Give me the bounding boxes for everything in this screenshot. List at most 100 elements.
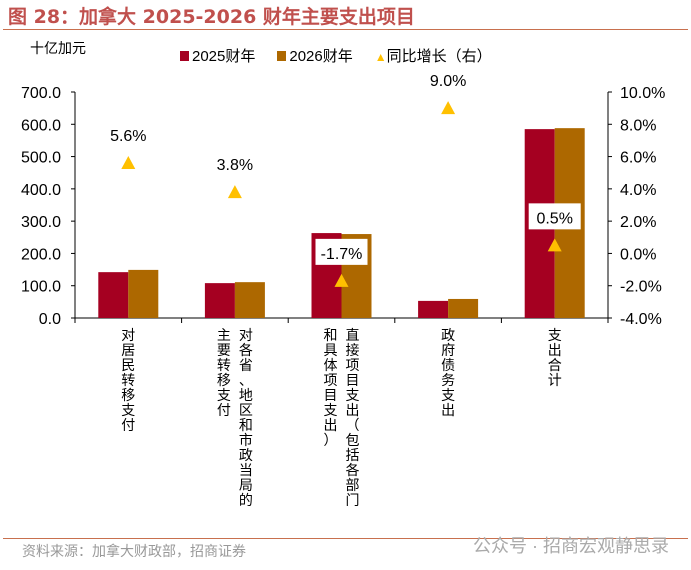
category-label-char: 出 xyxy=(548,342,562,358)
category-label-char: 和 xyxy=(239,417,253,433)
category-label-char: 的 xyxy=(239,492,253,508)
category-label-char: 括 xyxy=(346,447,360,463)
category-label-char: 支 xyxy=(217,387,231,403)
category-label-char: 民 xyxy=(121,357,135,373)
category-label-char: 务 xyxy=(441,372,455,388)
category-label-char: 对 xyxy=(121,327,135,343)
y-tick-label: 600.0 xyxy=(21,117,61,134)
category-label-char: 计 xyxy=(548,372,562,388)
category-label-char: 项 xyxy=(346,357,360,373)
category-label-char: 具 xyxy=(324,342,338,358)
data-label-bg xyxy=(528,203,581,230)
category-label-char: 、 xyxy=(239,372,253,388)
growth-data-label: 0.5% xyxy=(536,210,572,227)
bar-2026财年 xyxy=(128,269,159,318)
legend-item-2026: 2026财年 xyxy=(277,45,353,66)
y2-tick-label: 10.0% xyxy=(620,85,665,102)
legend-item-2025: 2025财年 xyxy=(180,45,255,66)
figure-title: 图 28：加拿大 2025-2026 财年主要支出项目 xyxy=(8,6,415,28)
category-label-char: 移 xyxy=(217,372,231,388)
y-tick-label: 700.0 xyxy=(21,85,61,102)
category-label-char: 市 xyxy=(239,432,253,448)
category-label-char: （ xyxy=(346,417,360,433)
bar-2025财年 xyxy=(204,283,235,318)
category-label-char: 付 xyxy=(121,417,135,433)
category-label-char: 居 xyxy=(121,342,135,358)
y2-tick-label: 0.0% xyxy=(620,246,656,263)
growth-marker xyxy=(334,273,349,287)
y-tick-label: 500.0 xyxy=(21,150,61,167)
growth-data-label: 9.0% xyxy=(430,73,466,90)
growth-marker xyxy=(547,238,562,252)
category-label-char: 各 xyxy=(239,342,253,358)
category-label-char: 支 xyxy=(548,327,562,343)
category-label-char: 府 xyxy=(441,342,455,358)
y-tick-label: 200.0 xyxy=(21,246,61,263)
category-label-char: 支 xyxy=(441,387,455,403)
category-label-char: 包 xyxy=(346,432,360,448)
y-axis-unit: 十亿加元 xyxy=(30,41,86,57)
bar-2025财年 xyxy=(418,300,449,318)
category-label-char: 转 xyxy=(121,372,135,388)
bar-2026财年 xyxy=(234,282,265,318)
y-tick-label: 400.0 xyxy=(21,182,61,199)
y2-tick-label: -2.0% xyxy=(620,279,662,296)
category-label-char: 合 xyxy=(548,357,562,373)
category-label-char: 地 xyxy=(239,387,253,403)
legend-item-growth: ▲同比增长（右） xyxy=(374,48,492,65)
category-label-char: 省 xyxy=(239,357,253,373)
category-label-char: 转 xyxy=(217,357,231,373)
category-label-char: 目 xyxy=(346,372,360,388)
category-label-char: 支 xyxy=(346,387,360,403)
category-label-char: 直 xyxy=(346,327,360,343)
category-label-char: 债 xyxy=(441,357,455,373)
legend: 2025财年 2026财年 ▲同比增长（右） xyxy=(180,45,492,66)
category-label-char: 项 xyxy=(324,372,338,388)
bar-2025财年 xyxy=(98,272,129,318)
category-label-char: 出 xyxy=(441,402,455,418)
category-label-char: 支 xyxy=(324,402,338,418)
growth-data-label: -1.7% xyxy=(321,246,363,263)
growth-marker xyxy=(121,156,136,170)
y2-tick-label: 4.0% xyxy=(620,182,656,199)
y2-tick-label: 6.0% xyxy=(620,150,656,167)
category-label-char: 和 xyxy=(324,327,338,343)
category-label-char: 接 xyxy=(346,342,360,358)
category-label-char: 出 xyxy=(346,402,360,418)
category-label-char: 各 xyxy=(346,462,360,478)
category-label-char: 体 xyxy=(324,357,338,373)
category-label-char: 区 xyxy=(239,402,253,418)
growth-data-label: 3.8% xyxy=(217,157,253,174)
y-tick-label: 300.0 xyxy=(21,214,61,231)
category-label-char: 主 xyxy=(217,327,231,343)
y2-tick-label: 8.0% xyxy=(620,117,656,134)
category-label-char: ） xyxy=(324,432,338,448)
growth-marker xyxy=(441,101,456,115)
category-label-char: 要 xyxy=(217,342,231,358)
category-label-char: 门 xyxy=(346,492,360,508)
growth-data-label: 5.6% xyxy=(110,128,146,145)
source-note: 资料来源：加拿大财政部，招商证券 xyxy=(22,544,246,560)
bar-2026财年 xyxy=(448,298,479,318)
category-label-char: 部 xyxy=(346,477,360,493)
footer-divider xyxy=(3,538,688,539)
y-tick-label: 0.0 xyxy=(39,311,61,328)
category-label-char: 政 xyxy=(441,327,455,343)
title-divider xyxy=(3,29,688,30)
category-label-char: 政 xyxy=(239,447,253,463)
data-label-bg xyxy=(315,238,368,265)
watermark: 公众号 · 招商宏观静思录 xyxy=(473,536,669,556)
category-label-char: 出 xyxy=(324,417,338,433)
category-label-char: 对 xyxy=(239,327,253,343)
y-tick-label: 100.0 xyxy=(21,279,61,296)
category-label-char: 目 xyxy=(324,387,338,403)
y2-tick-label: 2.0% xyxy=(620,214,656,231)
category-label-char: 当 xyxy=(239,462,253,478)
growth-marker xyxy=(227,185,242,199)
category-label-char: 移 xyxy=(121,387,135,403)
category-label-char: 付 xyxy=(217,402,231,418)
category-label-char: 局 xyxy=(239,477,253,493)
y2-tick-label: -4.0% xyxy=(620,311,662,328)
